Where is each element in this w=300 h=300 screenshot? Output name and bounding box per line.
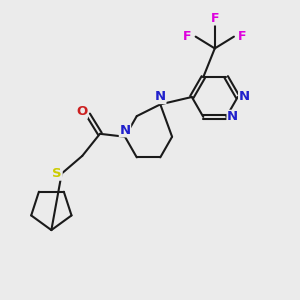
Text: O: O — [76, 105, 87, 118]
Text: N: N — [119, 124, 130, 137]
Text: S: S — [52, 167, 62, 180]
Text: F: F — [211, 12, 219, 25]
Text: N: N — [155, 91, 166, 103]
Text: N: N — [227, 110, 238, 123]
Text: N: N — [239, 91, 250, 103]
Text: F: F — [238, 30, 246, 43]
Text: F: F — [183, 30, 192, 43]
